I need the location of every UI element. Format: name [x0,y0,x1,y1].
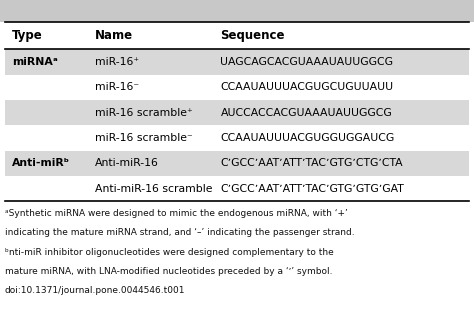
Text: miR-16 scramble⁻: miR-16 scramble⁻ [95,133,192,143]
Text: CʼGCCʼAATʼATTʼTACʼGTGʼGTGʼGAT: CʼGCCʼAATʼATTʼTACʼGTGʼGTGʼGAT [220,184,404,194]
Text: Anti-miR-16: Anti-miR-16 [95,159,159,168]
Text: miRNAᵃ: miRNAᵃ [12,57,58,67]
Text: CʼGCCʼAATʼATTʼTACʼGTGʼCTGʼCTA: CʼGCCʼAATʼATTʼTACʼGTGʼCTGʼCTA [220,159,403,168]
Text: ᵃSynthetic miRNA were designed to mimic the endogenous miRNA, with ‘+’: ᵃSynthetic miRNA were designed to mimic … [5,209,347,218]
Text: Type: Type [12,29,43,42]
Text: Anti-miRᵇ: Anti-miRᵇ [12,159,70,168]
Text: Anti-miR-16 scramble: Anti-miR-16 scramble [95,184,212,194]
Bar [5,49,469,75]
Bar [5,100,469,125]
Text: miR-16⁻: miR-16⁻ [95,83,139,92]
Text: indicating the mature miRNA strand, and ‘–’ indicating the passenger strand.: indicating the mature miRNA strand, and … [5,228,355,237]
Text: doi:10.1371/journal.pone.0044546.t001: doi:10.1371/journal.pone.0044546.t001 [5,286,185,295]
Text: UAGCAGCACGUAAAUAUUGGCG: UAGCAGCACGUAAAUAUUGGCG [220,57,393,67]
Text: CCAAUAUUUACGUGCUGUUAUU: CCAAUAUUUACGUGCUGUUAUU [220,83,393,92]
Text: mature miRNA, with LNA-modified nucleotides preceded by a ‘ʼ’ symbol.: mature miRNA, with LNA-modified nucleoti… [5,267,332,276]
Bar [5,151,469,176]
Text: AUCCACCACGUAAAUAUUGGCG: AUCCACCACGUAAAUAUUGGCG [220,108,392,118]
Text: miR-16⁺: miR-16⁺ [95,57,139,67]
Text: Sequence: Sequence [220,29,285,42]
Text: CCAAUAUUUACGUGGUGGAUCG: CCAAUAUUUACGUGGUGGAUCG [220,133,395,143]
Text: Name: Name [95,29,133,42]
Text: ᵇnti-miR inhibitor oligonucleotides were designed complementary to the: ᵇnti-miR inhibitor oligonucleotides were… [5,248,334,256]
Bar [0,0,474,22]
Text: miR-16 scramble⁺: miR-16 scramble⁺ [95,108,192,118]
